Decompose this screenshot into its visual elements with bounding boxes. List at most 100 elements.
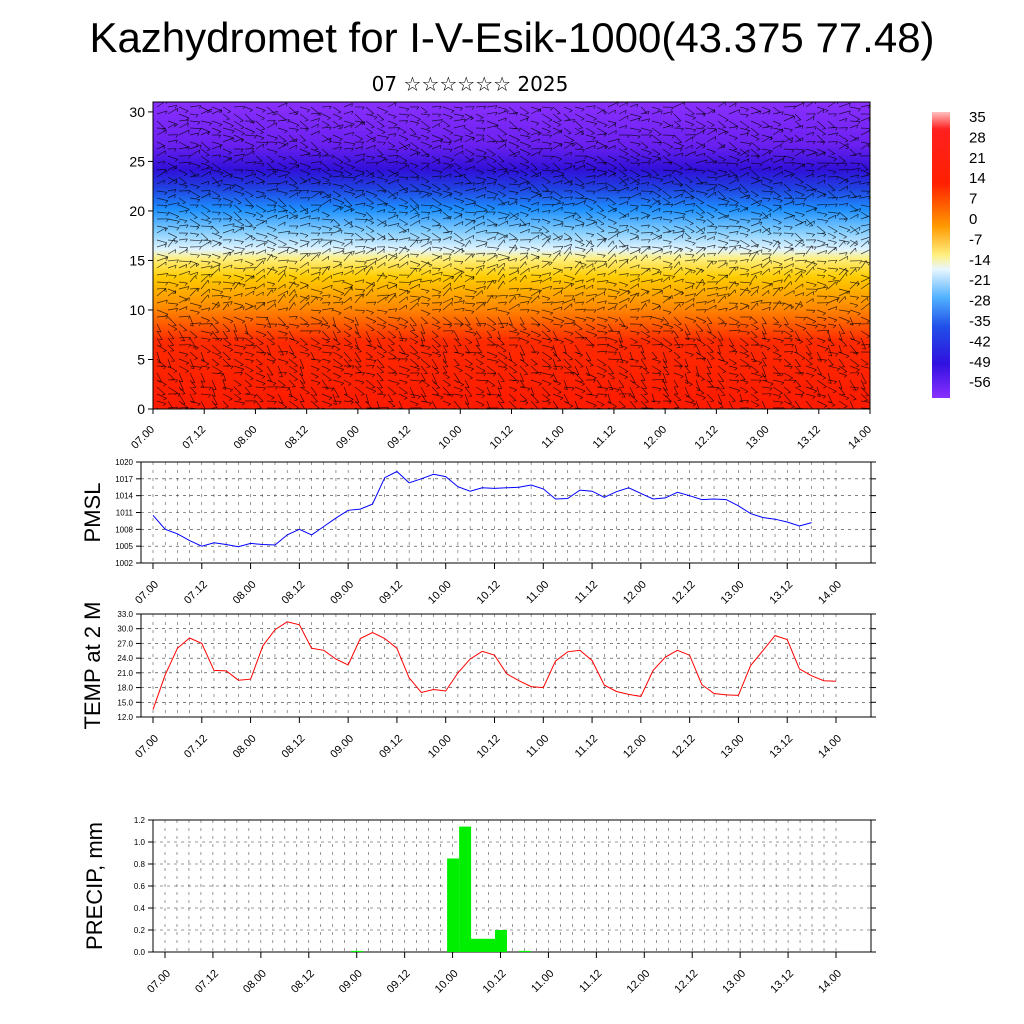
wind-barb (486, 223, 498, 227)
wind-barb (574, 120, 583, 129)
wind-barb (530, 190, 542, 196)
wind-barb (255, 204, 267, 212)
wind-barb (486, 162, 496, 169)
wind-barb-flag (738, 245, 742, 249)
wind-barb-flag (282, 144, 287, 147)
wind-barb-flag (801, 357, 806, 360)
wind-barb (365, 337, 372, 346)
wind-barb-flag (724, 295, 727, 300)
wind-barb-flag (538, 341, 542, 344)
wind-barb (497, 337, 505, 345)
wind-barb (860, 358, 869, 365)
wind-barb (827, 351, 838, 355)
wind-barb-flag (580, 133, 585, 136)
wind-barb-flag (503, 236, 507, 239)
wind-barb-flag (770, 191, 773, 195)
wind-barb (343, 286, 353, 297)
wind-barb (343, 372, 353, 375)
wind-barb-flag (484, 186, 487, 191)
wind-barb-flag (690, 231, 695, 234)
wind-barb (772, 239, 781, 244)
wind-barb-flag (746, 259, 749, 263)
wind-barb (651, 267, 660, 271)
wind-barb (640, 175, 652, 178)
wind-barb-flag (569, 163, 573, 167)
wind-barb-flag (308, 253, 311, 257)
wind-barb (706, 169, 718, 174)
wind-barb-flag (736, 306, 738, 310)
wind-barb-flag (835, 203, 838, 208)
wind-barb (838, 252, 848, 255)
wind-barb-flag (582, 265, 584, 270)
wind-barb (332, 106, 341, 113)
wind-barb (563, 202, 575, 206)
wind-barb-flag (369, 218, 374, 220)
wind-barb (255, 351, 267, 354)
wind-barb (585, 140, 598, 143)
wind-barb (200, 232, 209, 240)
wind-barb (354, 288, 366, 291)
wind-barb (860, 274, 870, 279)
wind-barb (717, 190, 727, 199)
wind-barb-flag (614, 173, 616, 177)
wind-barb-flag (747, 158, 750, 163)
wind-barb (673, 134, 682, 143)
wind-barb-flag (578, 328, 583, 331)
wind-barb (717, 232, 729, 237)
wind-barb (673, 200, 685, 206)
wind-barb-flag (545, 167, 550, 170)
wind-barb-flag (604, 133, 607, 137)
wind-barb (167, 365, 178, 372)
wind-barb-flag (493, 211, 496, 216)
wind-barb-flag (480, 117, 484, 120)
wind-barb (695, 323, 704, 332)
wind-barb (453, 138, 462, 143)
wind-barb (816, 179, 826, 185)
wind-barb-flag (855, 247, 857, 252)
wind-barb (783, 246, 794, 249)
wind-barb (211, 358, 220, 365)
wind-barb (200, 130, 210, 136)
wind-barb (288, 289, 295, 297)
wind-barb (310, 112, 322, 115)
wind-barb-flag (702, 282, 706, 286)
wind-barb-flag (666, 202, 670, 205)
wind-barb (299, 243, 309, 248)
wind-barb (794, 218, 804, 223)
wind-barb-flag (473, 212, 477, 216)
wind-barb (420, 204, 433, 207)
wind-barb-flag (449, 132, 454, 135)
wind-barb-flag (363, 202, 366, 207)
wind-barb-flag (469, 363, 473, 366)
wind-barb-flag (195, 144, 199, 147)
wind-barb (398, 337, 408, 340)
wind-barb-flag (758, 362, 763, 365)
wind-barb (673, 216, 685, 220)
wind-barb (464, 157, 474, 164)
wind-barb (805, 116, 815, 122)
wind-barb (860, 162, 869, 170)
wind-barb (530, 344, 536, 353)
wind-barb (761, 176, 773, 182)
wind-barb (640, 337, 651, 343)
wind-barb-flag (457, 345, 462, 347)
wind-barb-flag (320, 238, 323, 243)
wind-barb (739, 225, 751, 231)
wind-barb-flag (252, 238, 256, 241)
wind-barb (794, 344, 798, 354)
wind-barb-flag (538, 275, 542, 279)
wind-barb (596, 365, 607, 372)
wind-barb (651, 148, 661, 155)
wind-barb-flag (207, 181, 210, 185)
wind-barb-flag (429, 264, 433, 268)
wind-barb (486, 279, 494, 290)
wind-barb-flag (272, 113, 276, 116)
wind-barb-flag (219, 291, 224, 295)
wind-barb (783, 330, 793, 337)
wind-barb-flag (218, 236, 223, 240)
wind-barb-flag (287, 230, 291, 235)
wind-barb (233, 176, 244, 180)
wind-barb (706, 176, 718, 179)
wind-barb (651, 157, 661, 164)
wind-barb-flag (193, 217, 198, 219)
